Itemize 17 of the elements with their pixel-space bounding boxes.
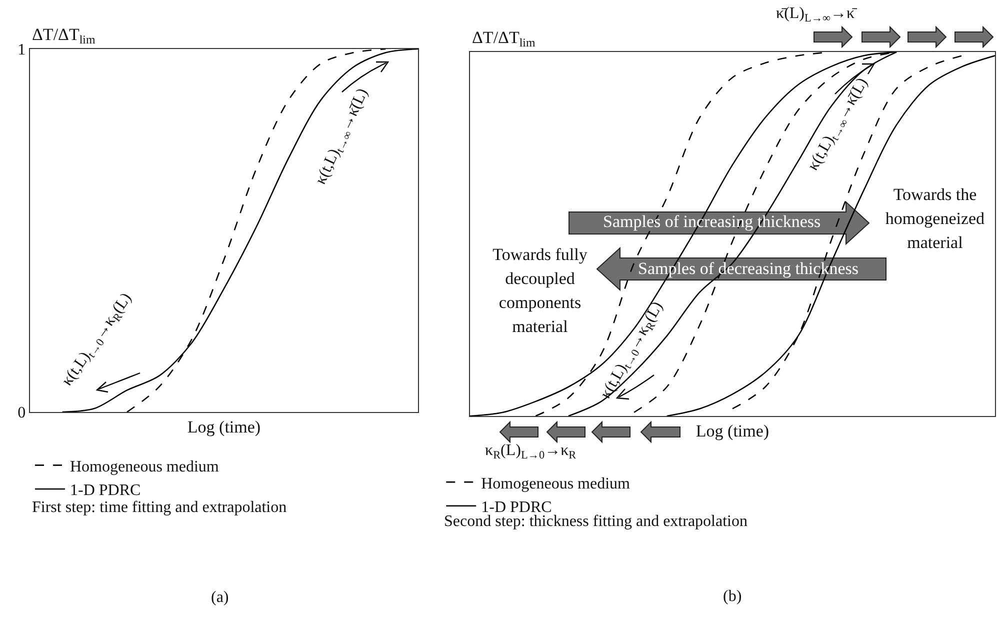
legend-label: Homogeneous medium bbox=[481, 475, 631, 492]
text: κ$_{R}$(L)$_{L→0}$→κ$_{R}$ bbox=[485, 442, 577, 462]
y-axis-title: ΔT/ΔT$_{lim}$ bbox=[472, 28, 536, 50]
y-tick-label: 0 bbox=[18, 404, 26, 422]
x-axis-title: Log (time) bbox=[696, 422, 770, 440]
text: Second step: thickness fitting and extrapolation bbox=[444, 513, 748, 530]
line-series bbox=[62, 49, 418, 412]
annotation: Towards the homogeneized material bbox=[884, 184, 986, 254]
text: (a) bbox=[211, 589, 229, 606]
x-axis-title: Log (time) bbox=[187, 418, 261, 436]
y-tick-label: 1 bbox=[18, 42, 26, 59]
legend-label: Homogeneous medium bbox=[70, 458, 220, 476]
annotation: Towards fully decoupled components material bbox=[492, 244, 588, 338]
y-axis-title: ΔT/ΔT$_{lim}$ bbox=[32, 25, 96, 47]
text: κ̄(L)$_{L→∞}$→κ̄ bbox=[776, 5, 858, 24]
text: First step: time fitting and extrapolation bbox=[32, 499, 287, 516]
text: (b) bbox=[723, 588, 742, 605]
